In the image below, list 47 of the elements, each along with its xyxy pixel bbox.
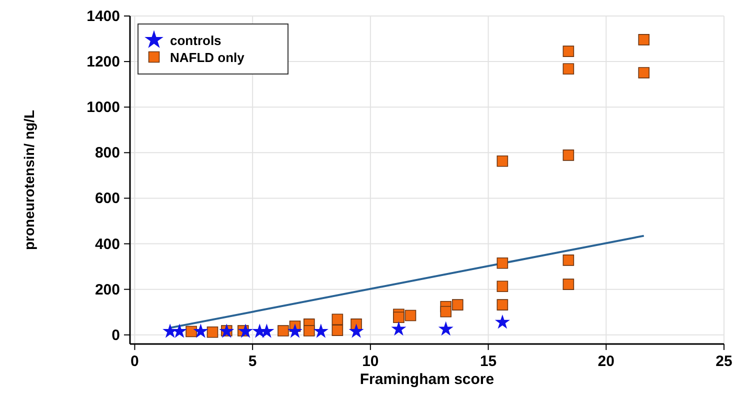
point xyxy=(452,299,464,310)
point xyxy=(391,321,406,336)
point xyxy=(562,46,574,57)
y-tick-label: 600 xyxy=(94,190,120,208)
point xyxy=(638,67,650,78)
point xyxy=(186,326,197,338)
x-tick-label: 20 xyxy=(598,353,614,370)
point xyxy=(562,150,574,161)
point xyxy=(393,312,404,323)
point xyxy=(562,63,574,74)
x-axis-title: Framingham score xyxy=(360,371,494,388)
point xyxy=(496,155,508,167)
point xyxy=(278,325,289,336)
y-axis-title: proneurotensin/ ng/L xyxy=(21,110,37,250)
point xyxy=(348,324,364,338)
point xyxy=(404,310,416,322)
y-tick-label: 1400 xyxy=(86,8,120,25)
legend-label: controls xyxy=(170,33,222,48)
x-tick-label: 0 xyxy=(130,353,139,370)
point xyxy=(304,325,315,336)
x-tick-label: 5 xyxy=(248,353,257,370)
point xyxy=(496,299,508,310)
point xyxy=(206,326,218,338)
point xyxy=(287,324,303,338)
point xyxy=(238,324,254,338)
point xyxy=(496,257,508,269)
point xyxy=(638,34,650,46)
point xyxy=(438,321,454,336)
y-tick-label: 200 xyxy=(94,281,120,298)
x-tick-label: 10 xyxy=(362,353,379,370)
y-tick-label: 0 xyxy=(112,326,120,344)
point xyxy=(313,324,328,338)
y-tick-label: 400 xyxy=(94,236,120,253)
y-tick-label: 1200 xyxy=(86,54,120,71)
legend-label: NAFLD only xyxy=(170,50,246,65)
point xyxy=(494,314,510,329)
y-tick-label: 800 xyxy=(94,144,120,162)
point xyxy=(332,324,344,336)
point xyxy=(562,278,574,290)
point xyxy=(562,254,574,266)
point xyxy=(193,324,208,338)
y-tick-label: 1000 xyxy=(86,99,120,116)
point xyxy=(332,314,344,326)
point xyxy=(496,280,508,292)
point xyxy=(440,306,452,318)
x-tick-label: 25 xyxy=(716,353,732,370)
x-tick-label: 15 xyxy=(480,353,497,370)
